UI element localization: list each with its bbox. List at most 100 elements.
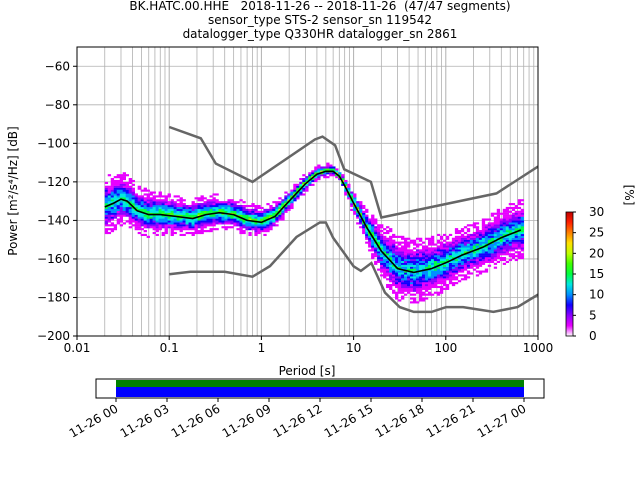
pdf-cell bbox=[245, 216, 249, 219]
pdf-cell bbox=[463, 241, 468, 244]
pdf-cell bbox=[520, 249, 525, 252]
pdf-cell bbox=[475, 258, 480, 262]
pdf-cell bbox=[380, 239, 384, 242]
pdf-cell bbox=[242, 224, 246, 227]
pdf-cell bbox=[281, 201, 285, 204]
pdf-cell bbox=[383, 266, 387, 269]
pdf-cell bbox=[475, 237, 480, 240]
pdf-cell bbox=[412, 257, 417, 260]
pdf-cell bbox=[496, 233, 501, 237]
pdf-cell bbox=[499, 220, 504, 223]
pdf-cell bbox=[245, 224, 249, 227]
pdf-cell bbox=[152, 218, 156, 221]
pdf-cell bbox=[404, 253, 408, 256]
pdf-cell bbox=[401, 274, 405, 277]
pdf-cell bbox=[490, 235, 495, 238]
pdf-cell bbox=[395, 245, 399, 248]
pdf-cell bbox=[356, 214, 360, 217]
pdf-cell bbox=[439, 282, 444, 285]
pdf-cell bbox=[197, 222, 201, 225]
pdf-cell bbox=[230, 220, 234, 223]
pdf-cell bbox=[481, 231, 486, 235]
pdf-cell bbox=[359, 220, 363, 223]
pdf-cell bbox=[221, 203, 225, 206]
pdf-cell bbox=[404, 280, 408, 283]
pdf-cell bbox=[475, 239, 480, 242]
coverage-tick-label: 11-26 06 bbox=[169, 401, 223, 440]
pdf-cell bbox=[356, 204, 360, 208]
pdf-cell bbox=[490, 228, 495, 231]
pdf-cell bbox=[326, 164, 330, 167]
pdf-cell bbox=[203, 218, 207, 221]
pdf-cell bbox=[107, 197, 112, 200]
pdf-cell bbox=[143, 189, 147, 192]
pdf-cell bbox=[445, 243, 450, 246]
pdf-cell bbox=[418, 262, 423, 265]
pdf-cell bbox=[380, 268, 384, 271]
pdf-cell bbox=[119, 206, 124, 210]
pdf-cell bbox=[284, 206, 288, 210]
pdf-cell bbox=[412, 299, 417, 302]
pdf-cell bbox=[493, 262, 498, 265]
pdf-cell bbox=[424, 280, 429, 283]
pdf-cell bbox=[272, 208, 276, 211]
pdf-cell bbox=[380, 270, 384, 273]
pdf-cell bbox=[176, 222, 180, 225]
pdf-cell bbox=[496, 257, 501, 260]
pdf-cell bbox=[490, 257, 495, 260]
pdf-cell bbox=[442, 272, 447, 275]
pdf-cell bbox=[230, 222, 234, 225]
pdf-cell bbox=[368, 235, 372, 238]
pdf-cell bbox=[128, 204, 132, 208]
pdf-cell bbox=[209, 206, 213, 210]
pdf-cell bbox=[149, 216, 153, 219]
pdf-cell bbox=[502, 208, 507, 211]
pdf-cell bbox=[113, 193, 118, 196]
pdf-cell bbox=[158, 203, 162, 206]
pdf-cell bbox=[404, 289, 408, 292]
pdf-cell bbox=[149, 220, 153, 223]
pdf-cell bbox=[224, 204, 228, 208]
pdf-cell bbox=[439, 241, 444, 244]
pdf-cell bbox=[398, 251, 402, 254]
pdf-cell bbox=[401, 237, 405, 240]
pdf-cell bbox=[131, 203, 135, 206]
pdf-cell bbox=[430, 247, 435, 250]
pdf-cell bbox=[263, 224, 267, 227]
pdf-cell bbox=[505, 212, 510, 215]
pdf-cell bbox=[415, 262, 420, 265]
pdf-cell bbox=[475, 226, 480, 229]
pdf-cell bbox=[478, 237, 483, 240]
pdf-cell bbox=[490, 258, 495, 262]
pdf-cell bbox=[239, 224, 243, 227]
pdf-cell bbox=[380, 264, 384, 267]
pdf-cell bbox=[200, 231, 204, 235]
pdf-cell bbox=[493, 228, 498, 231]
pdf-cell bbox=[185, 231, 189, 235]
pdf-cell bbox=[134, 199, 138, 202]
pdf-cell bbox=[323, 168, 327, 171]
pdf-cell bbox=[451, 272, 456, 275]
pdf-cell bbox=[380, 241, 384, 244]
pdf-cell bbox=[424, 260, 429, 263]
pdf-cell bbox=[158, 191, 162, 194]
pdf-cell bbox=[146, 204, 150, 208]
y-tick-label: −100 bbox=[37, 136, 70, 150]
pdf-cell bbox=[448, 282, 453, 285]
pdf-cell bbox=[239, 214, 243, 217]
pdf-cell bbox=[427, 282, 432, 285]
pdf-cell bbox=[194, 220, 198, 223]
pdf-cell bbox=[182, 212, 186, 215]
pdf-cell bbox=[514, 216, 519, 219]
pdf-cell bbox=[442, 270, 447, 273]
pdf-cell bbox=[514, 255, 519, 258]
pdf-cell bbox=[107, 206, 112, 210]
pdf-cell bbox=[257, 230, 261, 233]
pdf-cell bbox=[398, 241, 402, 244]
pdf-cell bbox=[119, 185, 124, 188]
pdf-cell bbox=[251, 208, 255, 211]
pdf-cell bbox=[254, 233, 258, 237]
pdf-cell bbox=[460, 245, 465, 248]
pdf-cell bbox=[275, 218, 279, 221]
pdf-cell bbox=[233, 222, 237, 225]
